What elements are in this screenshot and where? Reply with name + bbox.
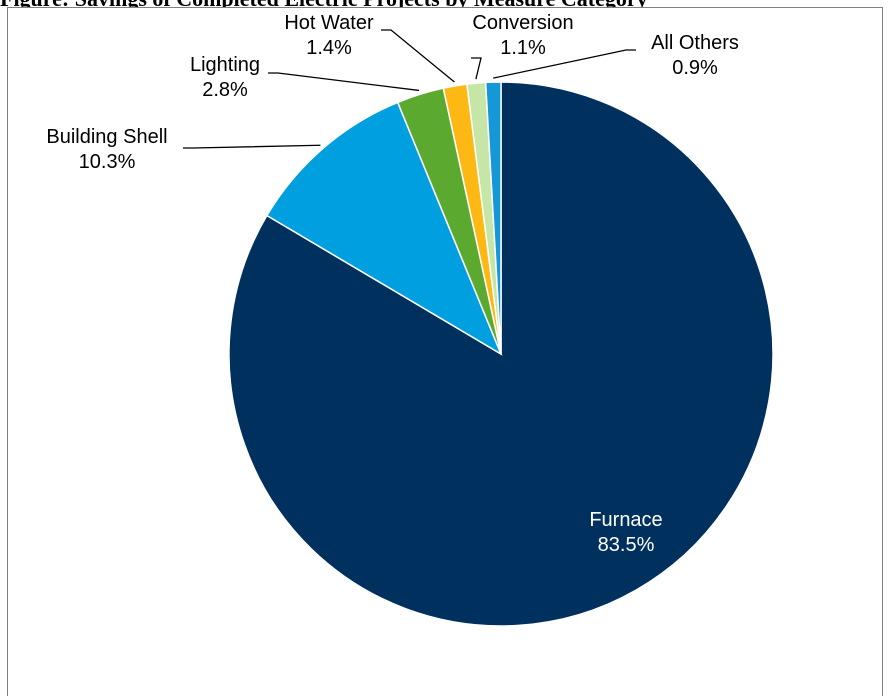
slice-label-conversion: Conversion (472, 12, 573, 34)
leader-line-lighting (268, 72, 420, 92)
pie-slice-all-others (484, 81, 502, 355)
pie-slices (228, 81, 774, 627)
slice-label-lighting: Lighting (190, 54, 260, 76)
leader-line-hot-water (381, 29, 455, 83)
leader-lines (183, 29, 636, 149)
figure-title: Figure: Savings of Completed Electric Pr… (0, 0, 888, 10)
slice-value-lighting: 2.8% (202, 79, 248, 101)
slice-value-building-shell: 10.3% (79, 151, 136, 173)
pie-slice-building-shell (265, 101, 503, 356)
slice-value-hot-water: 1.4% (306, 37, 352, 59)
slice-label-building-shell: Building Shell (46, 126, 167, 148)
slice-label-hot-water: Hot Water (284, 12, 374, 34)
slice-value-furnace: 83.5% (598, 534, 655, 556)
leader-line-conversion (471, 57, 482, 80)
slice-label-all-others: All Others (651, 32, 739, 54)
leader-line-all-others (493, 49, 636, 79)
slice-label-furnace: Furnace (589, 509, 662, 531)
slice-labels: Furnace 83.5% Building Shell 10.3% Lighting 2… (46, 12, 739, 556)
leader-line-building-shell (183, 144, 321, 149)
slice-value-all-others: 0.9% (672, 57, 718, 79)
slice-value-conversion: 1.1% (500, 37, 546, 59)
